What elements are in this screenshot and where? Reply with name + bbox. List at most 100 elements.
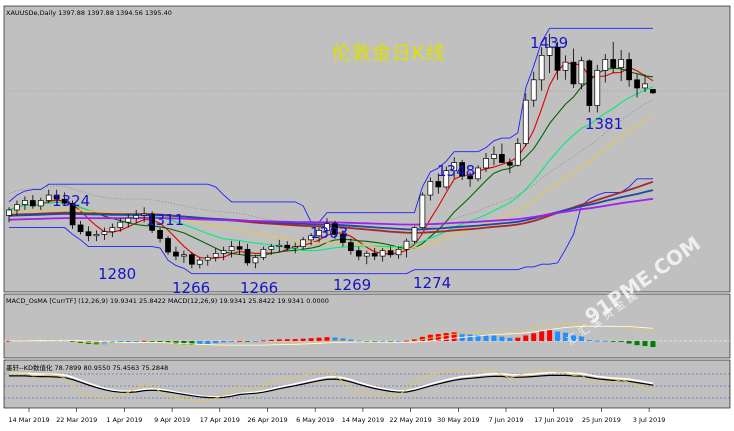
x-axis-tick-label: 22 May 2019: [389, 416, 432, 424]
macd-histogram-bar: [292, 339, 298, 341]
macd-histogram-bar: [340, 338, 346, 341]
macd-histogram-bar: [388, 341, 394, 342]
candle-body: [522, 99, 529, 144]
candle-body: [212, 253, 219, 258]
candle-body: [276, 244, 283, 247]
macd-histogram-bar: [531, 333, 537, 341]
kd-panel-background: [3, 359, 731, 409]
candle-body: [14, 204, 20, 211]
price-annotation: 1266: [240, 279, 279, 297]
macd-histogram-bar: [348, 339, 354, 341]
macd-histogram-bar: [419, 336, 425, 341]
x-axis-tick-label: 17 Jun 2019: [534, 416, 574, 424]
macd-histogram-bar: [252, 341, 258, 342]
price-panel-background: [3, 5, 731, 293]
macd-histogram-bar: [316, 337, 322, 341]
candle-body: [348, 242, 354, 252]
candle-body: [30, 200, 36, 207]
macd-histogram-bar: [491, 335, 497, 341]
candle-body: [181, 254, 187, 257]
candle-body: [300, 239, 306, 247]
macd-histogram-bar: [396, 341, 402, 342]
candle-body: [379, 250, 386, 257]
macd-histogram-bar: [435, 334, 441, 341]
x-axis-tick-label: 26 Apr 2019: [247, 416, 288, 424]
macd-histogram-bar: [547, 330, 553, 341]
candle-body: [141, 213, 147, 216]
candle-body: [93, 234, 100, 237]
macd-histogram-bar: [483, 335, 489, 341]
moving-average-line: [8, 115, 654, 250]
macd-histogram-bar: [221, 341, 227, 343]
macd-histogram-bar: [443, 333, 449, 341]
candle-body: [45, 194, 52, 201]
candle-body: [363, 253, 370, 257]
candle-body: [538, 55, 545, 81]
candle-body: [61, 198, 68, 204]
moving-average-line: [8, 67, 654, 257]
macd-histogram-bar: [324, 337, 330, 341]
price-annotation: 1269: [333, 276, 372, 294]
candle-body: [371, 253, 378, 257]
macd-histogram-bar: [475, 335, 481, 341]
candle-body: [189, 254, 195, 265]
candle-body: [22, 200, 28, 205]
macd-histogram-bar: [539, 331, 545, 341]
candle-body: [610, 59, 617, 68]
candle-body: [236, 246, 243, 250]
macd-histogram-bar: [308, 338, 314, 341]
x-axis-tick-label: 14 May 2019: [341, 416, 385, 424]
macd-histogram-bar: [173, 341, 179, 344]
macd-histogram-bar: [594, 340, 600, 342]
candle-body: [634, 79, 640, 89]
candle-body: [252, 257, 259, 264]
candle-body: [475, 167, 481, 180]
candle-body: [443, 170, 450, 188]
x-axis-tick-label: 3 Jul 2019: [632, 416, 666, 424]
candle-body: [69, 202, 76, 226]
candle-body: [467, 175, 473, 180]
x-axis-tick-label: 25 Jun 2019: [581, 416, 621, 424]
candle-body: [244, 248, 251, 264]
macd-histogram-bar: [141, 340, 147, 342]
macd-histogram-bar: [284, 339, 290, 341]
macd-histogram-bar: [618, 341, 624, 342]
macd-histogram-bar: [515, 337, 521, 341]
candle-body: [578, 60, 585, 85]
candle-body: [570, 61, 577, 85]
x-axis-tick-label: 9 Apr 2019: [154, 416, 191, 424]
envelope-lower-line: [9, 178, 653, 275]
macd-histogram-bar: [555, 331, 561, 341]
candle-body: [77, 224, 84, 233]
macd-histogram-bar: [626, 341, 632, 344]
candle-body: [491, 154, 497, 159]
candle-body: [228, 246, 235, 252]
macd-histogram-bar: [165, 341, 171, 344]
candle-body: [562, 61, 569, 71]
symbol-header: XAUUSDe,Daily 1397.88 1397.88 1394.56 13…: [6, 9, 172, 17]
candle-body: [483, 158, 489, 169]
candle-body: [125, 217, 132, 223]
macd-histogram-bar: [356, 340, 362, 342]
candle-body: [53, 194, 60, 200]
candle-body: [459, 162, 465, 177]
kd-k-line: [9, 369, 654, 401]
macd-histogram-bar: [451, 332, 457, 341]
macd-histogram-bar: [229, 341, 235, 342]
x-axis-tick-label: 7 Jun 2019: [488, 416, 524, 424]
candle-body: [220, 250, 227, 254]
candle-body: [284, 244, 291, 249]
moving-average-line: [8, 197, 654, 226]
price-annotation: 1274: [413, 274, 452, 292]
macd-histogram-bar: [364, 341, 370, 342]
price-annotation: 1303: [310, 224, 349, 242]
candle-body: [451, 162, 458, 172]
macd-histogram-bar: [300, 338, 306, 341]
price-annotation: 1381: [585, 115, 624, 133]
candle-body: [268, 246, 275, 250]
macd-line: [8, 323, 654, 347]
kd-d-line: [9, 371, 654, 398]
price-annotation: 1348: [437, 162, 476, 180]
